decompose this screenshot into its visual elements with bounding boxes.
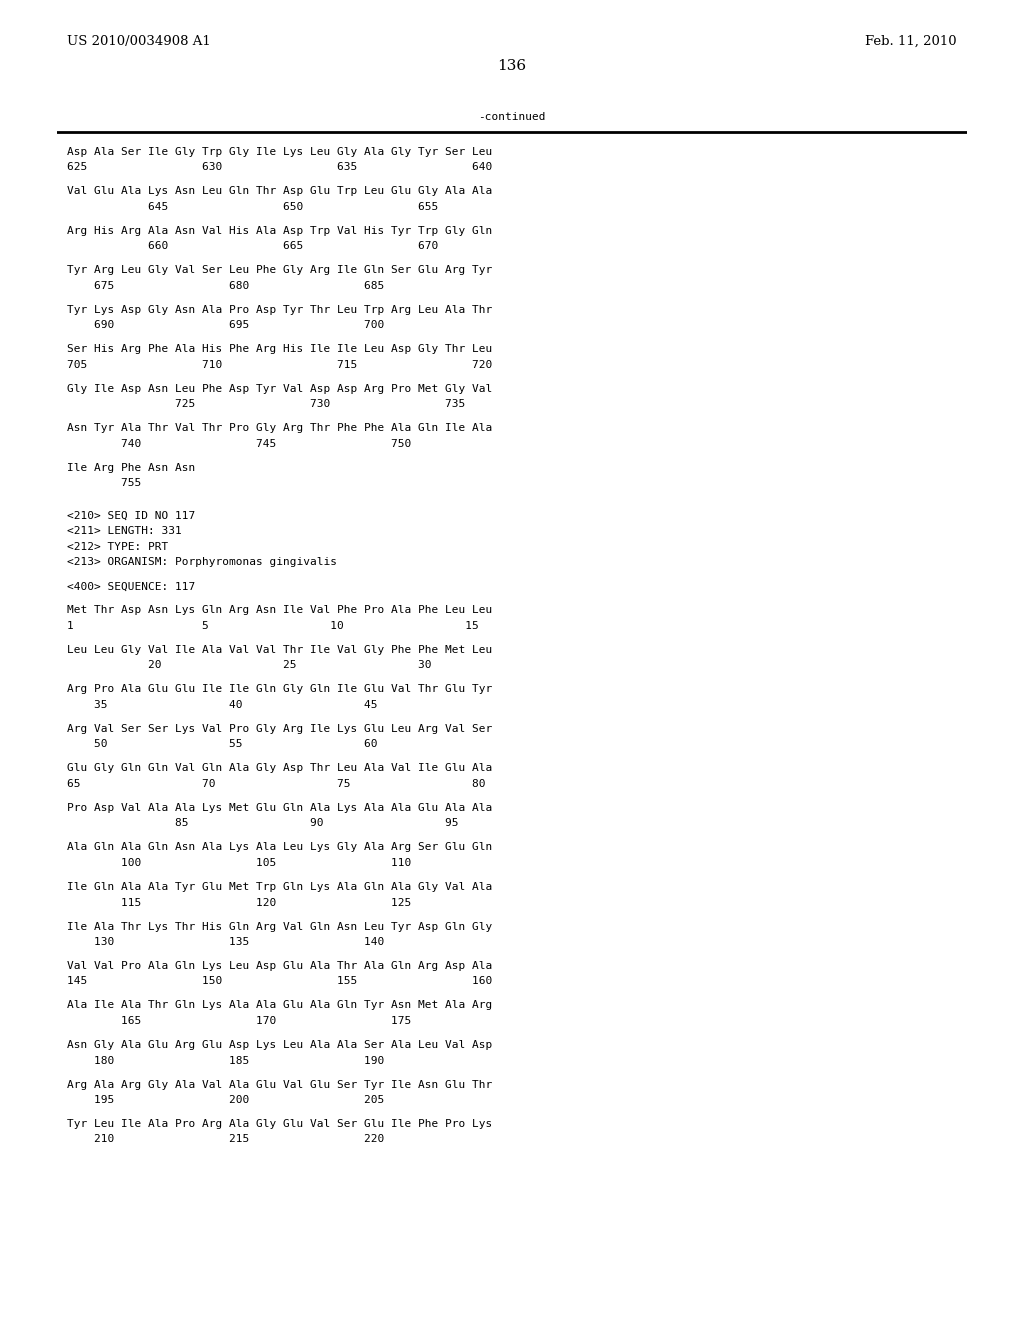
- Text: Ile Arg Phe Asn Asn: Ile Arg Phe Asn Asn: [67, 463, 196, 473]
- Text: 20                  25                  30: 20 25 30: [67, 660, 431, 671]
- Text: Arg His Arg Ala Asn Val His Ala Asp Trp Val His Tyr Trp Gly Gln: Arg His Arg Ala Asn Val His Ala Asp Trp …: [67, 226, 493, 236]
- Text: Asp Ala Ser Ile Gly Trp Gly Ile Lys Leu Gly Ala Gly Tyr Ser Leu: Asp Ala Ser Ile Gly Trp Gly Ile Lys Leu …: [67, 147, 493, 157]
- Text: 85                  90                  95: 85 90 95: [67, 818, 459, 829]
- Text: Leu Leu Gly Val Ile Ala Val Val Thr Ile Val Gly Phe Phe Met Leu: Leu Leu Gly Val Ile Ala Val Val Thr Ile …: [67, 645, 493, 655]
- Text: 136: 136: [498, 59, 526, 73]
- Text: Tyr Leu Ile Ala Pro Arg Ala Gly Glu Val Ser Glu Ile Phe Pro Lys: Tyr Leu Ile Ala Pro Arg Ala Gly Glu Val …: [67, 1119, 493, 1129]
- Text: Met Thr Asp Asn Lys Gln Arg Asn Ile Val Phe Pro Ala Phe Leu Leu: Met Thr Asp Asn Lys Gln Arg Asn Ile Val …: [67, 606, 493, 615]
- Text: 100                 105                 110: 100 105 110: [67, 858, 412, 869]
- Text: <400> SEQUENCE: 117: <400> SEQUENCE: 117: [67, 582, 196, 591]
- Text: 145                 150                 155                 160: 145 150 155 160: [67, 977, 493, 986]
- Text: 690                 695                 700: 690 695 700: [67, 321, 384, 330]
- Text: <210> SEQ ID NO 117: <210> SEQ ID NO 117: [67, 511, 196, 521]
- Text: 195                 200                 205: 195 200 205: [67, 1096, 384, 1105]
- Text: 725                 730                 735: 725 730 735: [67, 400, 465, 409]
- Text: Glu Gly Gln Gln Val Gln Ala Gly Asp Thr Leu Ala Val Ile Glu Ala: Glu Gly Gln Gln Val Gln Ala Gly Asp Thr …: [67, 763, 493, 774]
- Text: 180                 185                 190: 180 185 190: [67, 1056, 384, 1065]
- Text: Arg Pro Ala Glu Glu Ile Ile Gln Gly Gln Ile Glu Val Thr Glu Tyr: Arg Pro Ala Glu Glu Ile Ile Gln Gly Gln …: [67, 685, 493, 694]
- Text: Ala Gln Ala Gln Asn Ala Lys Ala Leu Lys Gly Ala Arg Ser Glu Gln: Ala Gln Ala Gln Asn Ala Lys Ala Leu Lys …: [67, 842, 493, 853]
- Text: Gly Ile Asp Asn Leu Phe Asp Tyr Val Asp Asp Arg Pro Met Gly Val: Gly Ile Asp Asn Leu Phe Asp Tyr Val Asp …: [67, 384, 493, 393]
- Text: Arg Val Ser Ser Lys Val Pro Gly Arg Ile Lys Glu Leu Arg Val Ser: Arg Val Ser Ser Lys Val Pro Gly Arg Ile …: [67, 723, 493, 734]
- Text: Tyr Arg Leu Gly Val Ser Leu Phe Gly Arg Ile Gln Ser Glu Arg Tyr: Tyr Arg Leu Gly Val Ser Leu Phe Gly Arg …: [67, 265, 493, 276]
- Text: 65                  70                  75                  80: 65 70 75 80: [67, 779, 485, 789]
- Text: <212> TYPE: PRT: <212> TYPE: PRT: [67, 543, 168, 552]
- Text: 645                 650                 655: 645 650 655: [67, 202, 438, 213]
- Text: Pro Asp Val Ala Ala Lys Met Glu Gln Ala Lys Ala Ala Glu Ala Ala: Pro Asp Val Ala Ala Lys Met Glu Gln Ala …: [67, 803, 493, 813]
- Text: Feb. 11, 2010: Feb. 11, 2010: [865, 36, 957, 48]
- Text: Asn Tyr Ala Thr Val Thr Pro Gly Arg Thr Phe Phe Ala Gln Ile Ala: Asn Tyr Ala Thr Val Thr Pro Gly Arg Thr …: [67, 424, 493, 433]
- Text: Asn Gly Ala Glu Arg Glu Asp Lys Leu Ala Ala Ser Ala Leu Val Asp: Asn Gly Ala Glu Arg Glu Asp Lys Leu Ala …: [67, 1040, 493, 1049]
- Text: 165                 170                 175: 165 170 175: [67, 1016, 412, 1026]
- Text: Ala Ile Ala Thr Gln Lys Ala Ala Glu Ala Gln Tyr Asn Met Ala Arg: Ala Ile Ala Thr Gln Lys Ala Ala Glu Ala …: [67, 1001, 493, 1011]
- Text: Ile Gln Ala Ala Tyr Glu Met Trp Gln Lys Ala Gln Ala Gly Val Ala: Ile Gln Ala Ala Tyr Glu Met Trp Gln Lys …: [67, 882, 493, 892]
- Text: 35                  40                  45: 35 40 45: [67, 700, 378, 710]
- Text: <211> LENGTH: 331: <211> LENGTH: 331: [67, 527, 181, 536]
- Text: Tyr Lys Asp Gly Asn Ala Pro Asp Tyr Thr Leu Trp Arg Leu Ala Thr: Tyr Lys Asp Gly Asn Ala Pro Asp Tyr Thr …: [67, 305, 493, 315]
- Text: Ile Ala Thr Lys Thr His Gln Arg Val Gln Asn Leu Tyr Asp Gln Gly: Ile Ala Thr Lys Thr His Gln Arg Val Gln …: [67, 921, 493, 932]
- Text: 210                 215                 220: 210 215 220: [67, 1134, 384, 1144]
- Text: 755: 755: [67, 478, 141, 488]
- Text: Ser His Arg Phe Ala His Phe Arg His Ile Ile Leu Asp Gly Thr Leu: Ser His Arg Phe Ala His Phe Arg His Ile …: [67, 345, 493, 355]
- Text: 660                 665                 670: 660 665 670: [67, 242, 438, 252]
- Text: Val Val Pro Ala Gln Lys Leu Asp Glu Ala Thr Ala Gln Arg Asp Ala: Val Val Pro Ala Gln Lys Leu Asp Glu Ala …: [67, 961, 493, 972]
- Text: 1                   5                  10                  15: 1 5 10 15: [67, 620, 479, 631]
- Text: Arg Ala Arg Gly Ala Val Ala Glu Val Glu Ser Tyr Ile Asn Glu Thr: Arg Ala Arg Gly Ala Val Ala Glu Val Glu …: [67, 1080, 493, 1089]
- Text: 740                 745                 750: 740 745 750: [67, 440, 412, 449]
- Text: 705                 710                 715                 720: 705 710 715 720: [67, 360, 493, 370]
- Text: 50                  55                  60: 50 55 60: [67, 739, 378, 750]
- Text: <213> ORGANISM: Porphyromonas gingivalis: <213> ORGANISM: Porphyromonas gingivalis: [67, 557, 337, 568]
- Text: 130                 135                 140: 130 135 140: [67, 937, 384, 946]
- Text: US 2010/0034908 A1: US 2010/0034908 A1: [67, 36, 211, 48]
- Text: Val Glu Ala Lys Asn Leu Gln Thr Asp Glu Trp Leu Glu Gly Ala Ala: Val Glu Ala Lys Asn Leu Gln Thr Asp Glu …: [67, 186, 493, 197]
- Text: 675                 680                 685: 675 680 685: [67, 281, 384, 290]
- Text: -continued: -continued: [478, 112, 546, 121]
- Text: 625                 630                 635                 640: 625 630 635 640: [67, 162, 493, 173]
- Text: 115                 120                 125: 115 120 125: [67, 898, 412, 908]
